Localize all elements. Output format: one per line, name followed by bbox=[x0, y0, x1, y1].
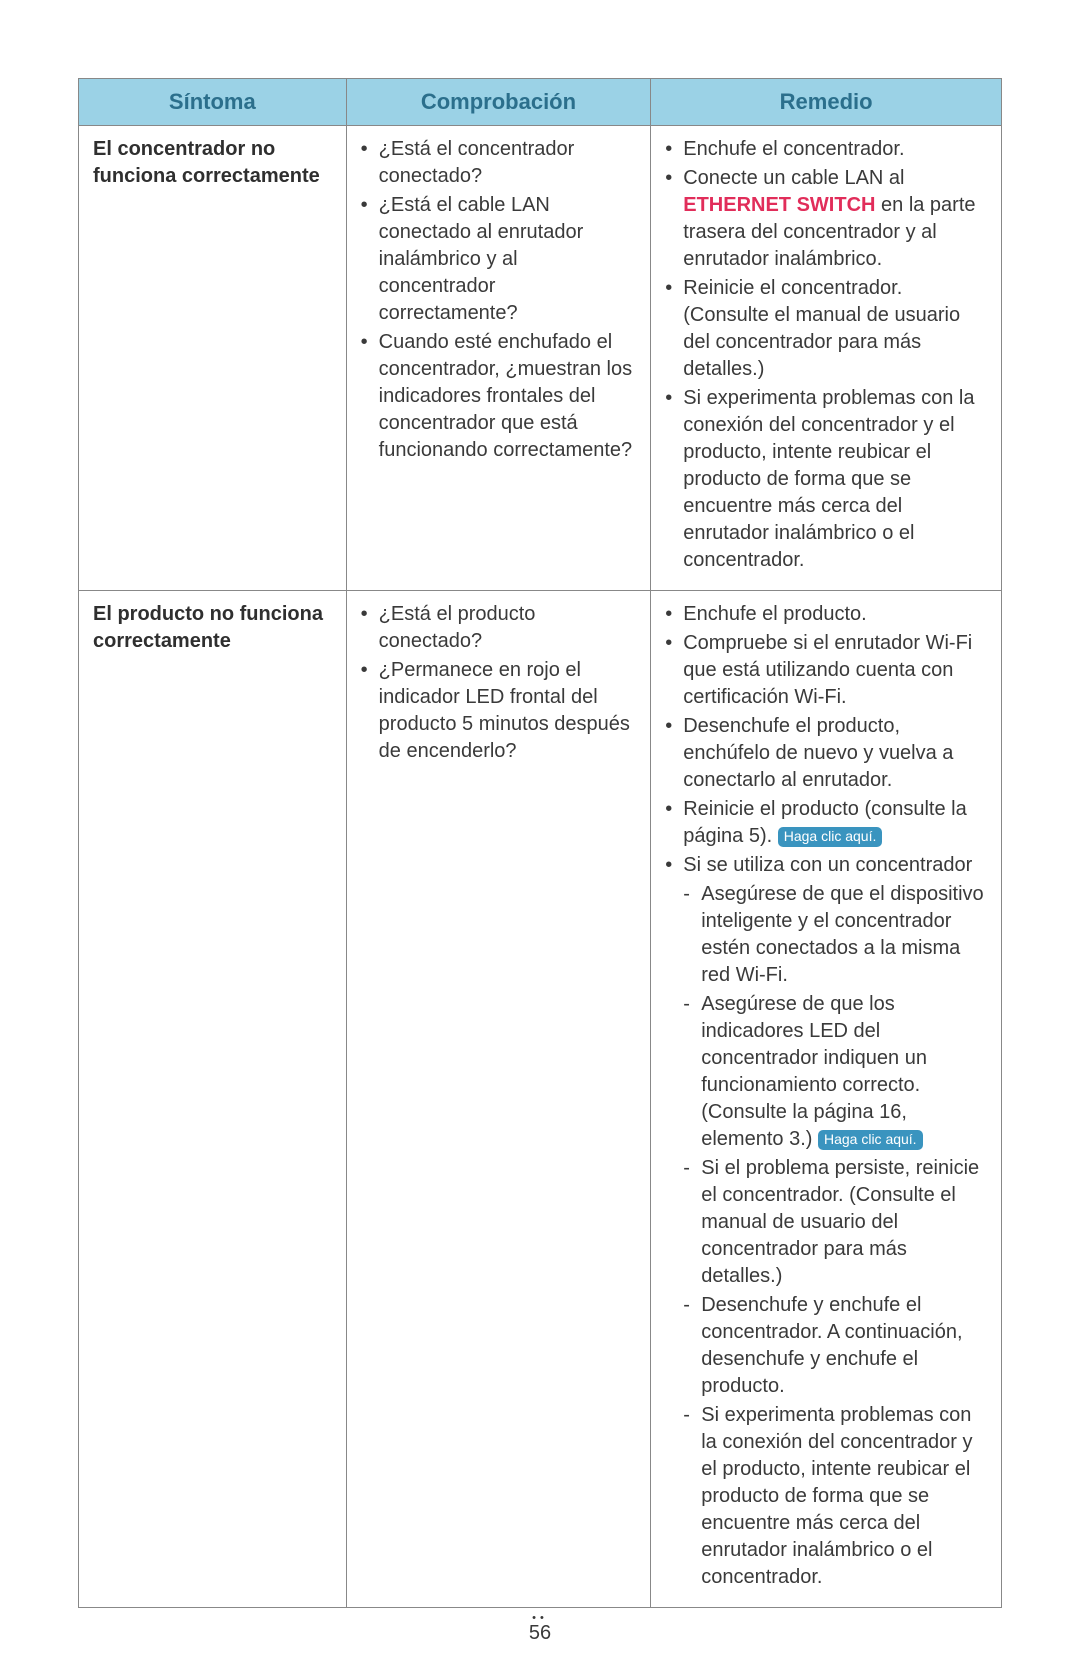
list-item: ¿Está el concentrador conectado? bbox=[361, 136, 639, 190]
header-remedio: Remedio bbox=[651, 79, 1002, 126]
cell-sintoma: El concentrador no funciona correctament… bbox=[79, 126, 347, 591]
header-comprobacion: Comprobación bbox=[346, 79, 651, 126]
troubleshooting-table: Síntoma Comprobación Remedio El concentr… bbox=[78, 78, 1002, 1608]
list-item: Asegúrese de que los indicadores LED del… bbox=[683, 991, 989, 1153]
list-item: Enchufe el producto. bbox=[665, 601, 989, 628]
table-row: El producto no funciona correctamente¿Es… bbox=[79, 591, 1002, 1608]
cell-remedio: Enchufe el concentrador.Conecte un cable… bbox=[651, 126, 1002, 591]
click-here-link[interactable]: Haga clic aquí. bbox=[778, 827, 883, 847]
table-header-row: Síntoma Comprobación Remedio bbox=[79, 79, 1002, 126]
list-item: Enchufe el concentrador. bbox=[665, 136, 989, 163]
cell-comprobacion: ¿Está el producto conectado?¿Permanece e… bbox=[346, 591, 651, 1608]
cell-sintoma: El producto no funciona correctamente bbox=[79, 591, 347, 1608]
ethernet-switch-label: ETHERNET SWITCH bbox=[683, 194, 875, 216]
table-row: El concentrador no funciona correctament… bbox=[79, 126, 1002, 591]
list-item: Si el problema persiste, reinicie el con… bbox=[683, 1155, 989, 1290]
list-item: Asegúrese de que el dispositivo intelige… bbox=[683, 881, 989, 989]
click-here-link[interactable]: Haga clic aquí. bbox=[818, 1130, 923, 1150]
page-number: •• 56 bbox=[78, 1616, 1002, 1645]
list-item: ¿Está el producto conectado? bbox=[361, 601, 639, 655]
list-item: Conecte un cable LAN al ETHERNET SWITCH … bbox=[665, 165, 989, 273]
list-item: Reinicie el concentrador. (Consulte el m… bbox=[665, 275, 989, 383]
list-item: Si se utiliza con un concentradorAsegúre… bbox=[665, 852, 989, 1591]
list-item: Si experimenta problemas con la conexión… bbox=[665, 385, 989, 574]
list-item: Reinicie el producto (consulte la página… bbox=[665, 796, 989, 850]
cell-remedio: Enchufe el producto.Compruebe si el enru… bbox=[651, 591, 1002, 1608]
cell-comprobacion: ¿Está el concentrador conectado?¿Está el… bbox=[346, 126, 651, 591]
list-item: Desenchufe y enchufe el concentrador. A … bbox=[683, 1292, 989, 1400]
list-item: Desenchufe el producto, enchúfelo de nue… bbox=[665, 713, 989, 794]
list-item: Cuando esté enchufado el concentrador, ¿… bbox=[361, 329, 639, 464]
list-item: Compruebe si el enrutador Wi-Fi que está… bbox=[665, 630, 989, 711]
header-sintoma: Síntoma bbox=[79, 79, 347, 126]
list-item: ¿Está el cable LAN conectado al enrutado… bbox=[361, 192, 639, 327]
page-number-value: 56 bbox=[529, 1622, 551, 1644]
list-item: Si experimenta problemas con la conexión… bbox=[683, 1402, 989, 1591]
list-item: ¿Permanece en rojo el indicador LED fron… bbox=[361, 657, 639, 765]
